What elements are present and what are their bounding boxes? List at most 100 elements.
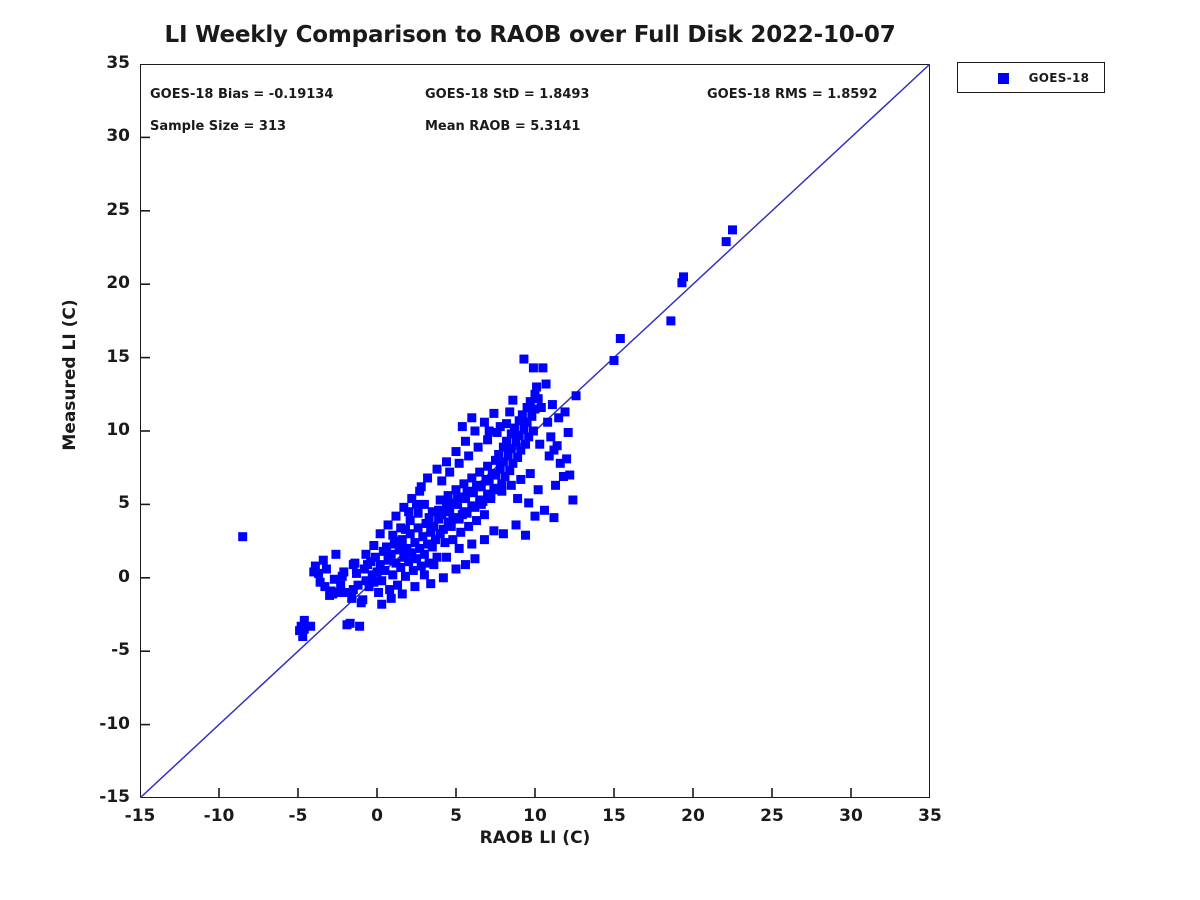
data-point (400, 571, 410, 581)
data-point (505, 466, 515, 476)
data-point (528, 426, 538, 436)
annotation-sample-size: Sample Size = 313 (150, 119, 287, 134)
data-point (514, 430, 524, 440)
data-point (541, 379, 551, 389)
data-point (519, 354, 529, 364)
data-point (427, 507, 437, 517)
data-point (427, 542, 437, 552)
data-point (318, 555, 328, 565)
data-point (464, 521, 474, 531)
data-point (334, 587, 344, 597)
data-point (435, 495, 445, 505)
data-point (405, 529, 415, 539)
data-point (410, 582, 420, 592)
data-point (358, 595, 368, 605)
data-point (454, 543, 464, 553)
data-point (476, 499, 486, 509)
data-point (568, 495, 578, 505)
data-point (508, 458, 518, 468)
data-point (538, 363, 548, 373)
data-point (516, 474, 526, 484)
data-point (367, 570, 377, 580)
data-point (546, 432, 556, 442)
data-point (549, 513, 559, 523)
data-point (513, 494, 523, 504)
data-point (419, 499, 429, 509)
data-point (429, 560, 439, 570)
data-point (555, 458, 565, 468)
data-point (562, 454, 572, 464)
data-point (467, 539, 477, 549)
data-point (402, 543, 412, 553)
data-point (479, 417, 489, 427)
data-point (415, 486, 425, 496)
data-point (494, 449, 504, 459)
data-point (389, 539, 399, 549)
data-point (405, 516, 415, 526)
y-tick-label: 15 (106, 346, 130, 367)
data-point (391, 558, 401, 568)
data-point (446, 521, 456, 531)
y-tick-label: 0 (118, 566, 130, 587)
data-point (492, 485, 502, 495)
data-point (415, 543, 425, 553)
data-point (533, 485, 543, 495)
data-point (424, 558, 434, 568)
data-point (445, 467, 455, 477)
data-point (460, 436, 470, 446)
data-point (412, 554, 421, 564)
data-point (530, 404, 540, 414)
data-point (309, 567, 319, 577)
data-point (721, 237, 731, 247)
data-point (532, 382, 542, 392)
annotation-std: GOES-18 StD = 1.8493 (425, 87, 590, 102)
data-point (374, 587, 384, 597)
data-point (393, 580, 403, 590)
data-point (677, 278, 687, 288)
data-point (328, 589, 338, 599)
data-point (552, 441, 562, 451)
y-tick-label: 20 (106, 273, 130, 294)
data-point (375, 529, 385, 539)
data-point (498, 457, 508, 467)
data-point (404, 507, 414, 517)
data-point (483, 461, 493, 471)
data-point (551, 480, 561, 490)
data-point (445, 507, 455, 517)
data-point (535, 439, 545, 449)
data-point (416, 561, 426, 571)
data-point (351, 568, 361, 578)
data-point (519, 425, 529, 435)
data-point (457, 422, 467, 432)
data-point (509, 423, 519, 433)
data-point (443, 491, 453, 501)
data-point (679, 272, 689, 282)
data-point (336, 580, 346, 590)
data-point (530, 511, 540, 521)
data-point (460, 494, 470, 504)
data-point (429, 521, 439, 531)
data-point (410, 538, 420, 548)
data-point (491, 455, 500, 465)
data-points (238, 225, 737, 642)
x-tick-label: 5 (450, 806, 462, 826)
data-point (547, 400, 557, 410)
annotation-mean-raob: Mean RAOB = 5.3141 (425, 119, 581, 134)
x-tick-label: 25 (760, 806, 784, 826)
data-point (489, 526, 499, 536)
x-tick-label: -10 (203, 806, 235, 826)
data-point (470, 426, 480, 436)
data-point (423, 473, 433, 483)
x-tick-label: -15 (124, 806, 156, 826)
data-point (470, 502, 480, 512)
data-point (472, 516, 482, 526)
data-point (472, 482, 482, 492)
data-point (489, 408, 499, 418)
data-point (508, 395, 518, 405)
data-point (399, 502, 409, 512)
data-point (503, 451, 513, 461)
data-point (451, 564, 461, 574)
data-point (498, 442, 508, 452)
data-point (462, 508, 472, 518)
data-point (454, 458, 464, 468)
